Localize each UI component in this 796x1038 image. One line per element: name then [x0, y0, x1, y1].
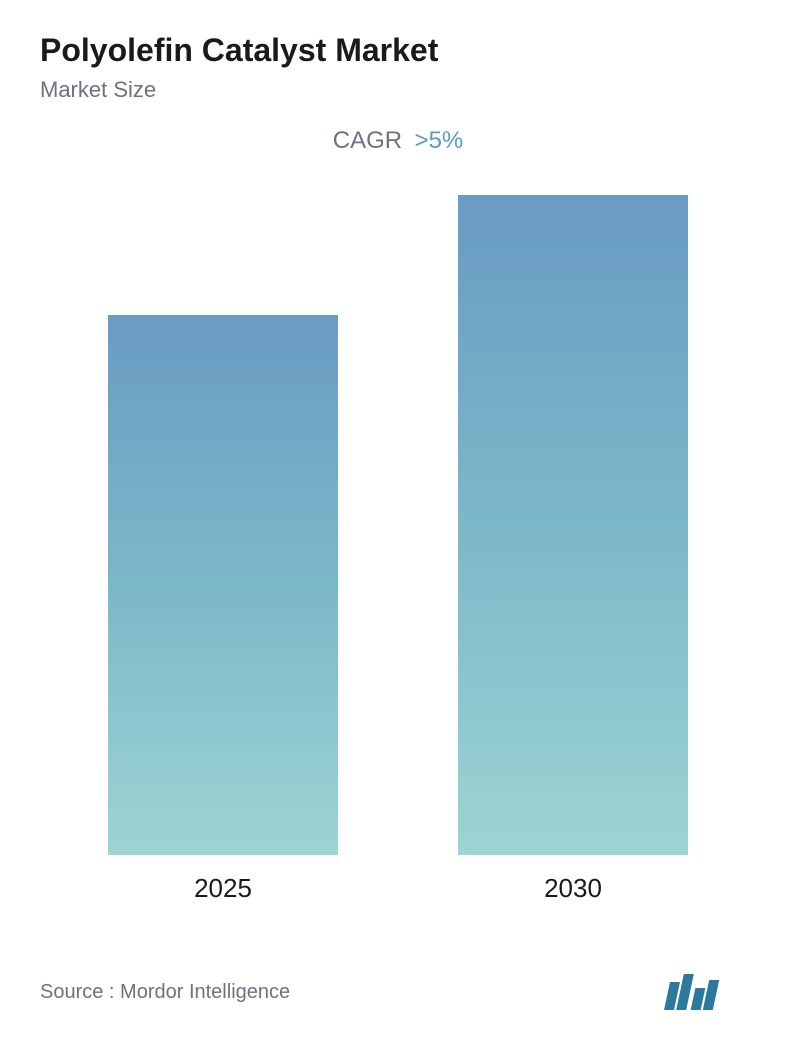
logo-bar-4	[703, 980, 719, 1010]
bar-group-1: 2030	[458, 195, 688, 904]
cagr-row: CAGR >5%	[40, 127, 756, 155]
bar-group-0: 2025	[108, 315, 338, 904]
chart-footer: Source : Mordor Intelligence	[40, 974, 756, 1038]
chart-area: 2025 2030	[40, 195, 756, 924]
brand-logo-icon	[667, 974, 716, 1010]
chart-title: Polyolefin Catalyst Market	[40, 32, 756, 69]
bar-0	[108, 315, 338, 855]
bar-label-1: 2030	[544, 873, 602, 904]
cagr-label: CAGR	[333, 127, 402, 154]
bar-label-0: 2025	[194, 873, 252, 904]
bar-1	[458, 195, 688, 855]
source-text: Source : Mordor Intelligence	[40, 981, 290, 1004]
chart-subtitle: Market Size	[40, 77, 756, 103]
chart-container: Polyolefin Catalyst Market Market Size C…	[0, 0, 796, 1034]
cagr-value: >5%	[415, 127, 464, 154]
